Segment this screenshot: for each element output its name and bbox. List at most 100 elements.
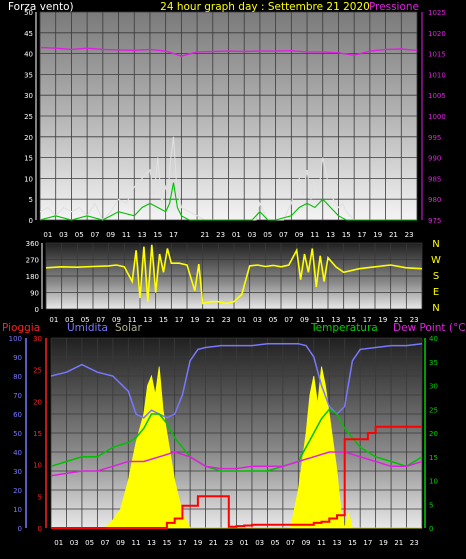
pressure-tick-label: 1000 <box>428 113 446 121</box>
x-tick-label: 23 <box>410 316 419 324</box>
rain-tick-label: 0 <box>38 525 42 533</box>
wind-direction-series <box>45 244 423 305</box>
y-tick-label: 40 <box>24 51 33 59</box>
x-tick-label: 13 <box>326 231 335 239</box>
humidity-tick-label: 50 <box>13 430 22 438</box>
dewpoint-legend: Dew Point (°C) <box>393 322 466 334</box>
humidity-tick-label: 100 <box>9 335 22 343</box>
x-tick-label: 17 <box>363 316 372 324</box>
y-tick-label: 25 <box>24 113 33 121</box>
rain-legend: Pioggia <box>2 322 40 334</box>
x-tick-label: 03 <box>70 539 79 547</box>
wind-direction-time-axis: 01 03 05 07 09 11 13 15 17 19 21 23 01 03 05 07 09 11 13 15… <box>49 316 418 324</box>
series-line-umidita <box>50 342 423 419</box>
wind-speed-axis: 0 5 10 15 20 25 30 35 40 45 50 <box>24 9 37 225</box>
x-tick-label: 19 <box>379 539 388 547</box>
humidity-tick-label: 60 <box>13 411 22 419</box>
humidity-axis: 0 10 20 30 40 50 60 70 80 90 100 <box>9 335 27 533</box>
series-line-temperatura <box>50 408 423 472</box>
x-tick-label: 13 <box>143 316 152 324</box>
x-tick-label: 15 <box>348 539 357 547</box>
x-tick-label: 17 <box>363 539 372 547</box>
wind-time-axis: 01 03 05 07 09 11 13 15 17 21 23 01 03 05 07 09 11 13 15 17… <box>43 231 413 239</box>
x-tick-label: 05 <box>271 539 280 547</box>
x-tick-label: 17 <box>169 231 178 239</box>
x-tick-label: 17 <box>178 539 187 547</box>
x-tick-label: 15 <box>347 316 356 324</box>
y-tick-label: 10 <box>24 175 33 183</box>
temperature-axis: 0 5 10 15 20 25 30 35 40 <box>424 335 438 533</box>
x-tick-label: 23 <box>224 539 233 547</box>
pressure-tick-label: 990 <box>428 155 441 163</box>
rain-tick-label: 25 <box>33 367 42 375</box>
chart-title: 24 hour graph day : Settembre 21 2020 <box>160 1 370 13</box>
humidity-tick-label: 40 <box>13 449 22 457</box>
compass-label: E <box>433 287 439 298</box>
compass-label: N <box>432 239 439 250</box>
pressure-tick-label: 995 <box>428 134 441 142</box>
y-tick-label: 20 <box>24 134 33 142</box>
climate-time-axis: 01 03 05 07 09 11 13 15 17 19 21 23 01 03 05 07 09 11 13 15… <box>54 539 418 547</box>
y-tick-label: 50 <box>24 9 33 17</box>
x-tick-label: 09 <box>112 316 121 324</box>
x-tick-label: 23 <box>405 231 414 239</box>
x-tick-label: 21 <box>206 316 215 324</box>
x-tick-label: 15 <box>159 316 168 324</box>
x-tick-label: 07 <box>286 539 295 547</box>
temperature-legend: Temperatura <box>310 322 378 334</box>
rain-axis: 0 5 10 15 20 25 30 <box>33 335 47 533</box>
x-tick-label: 11 <box>310 231 319 239</box>
x-tick-label: 07 <box>96 316 105 324</box>
series-line-0 <box>39 46 418 57</box>
pressure-tick-label: 975 <box>428 217 441 225</box>
pressure-tick-label: 980 <box>428 196 441 204</box>
wind-direction-axis: 360 270 180 90 0 <box>26 240 43 314</box>
y-tick-label: 35 <box>24 71 33 79</box>
direction-tick-label: 360 <box>26 240 39 248</box>
x-tick-label: 11 <box>316 316 325 324</box>
pressure-tick-label: 1015 <box>428 51 446 59</box>
solar-legend: Solar <box>115 322 142 334</box>
direction-tick-label: 0 <box>35 306 39 314</box>
x-tick-label: 13 <box>147 539 156 547</box>
pressure-tick-label: 1005 <box>428 92 446 100</box>
x-tick-label: 03 <box>253 316 262 324</box>
direction-tick-label: 90 <box>30 290 39 298</box>
x-tick-label: 21 <box>209 539 218 547</box>
x-tick-label: 19 <box>190 316 199 324</box>
direction-tick-label: 270 <box>26 257 39 265</box>
x-tick-label: 23 <box>222 316 231 324</box>
x-tick-label: 11 <box>132 539 141 547</box>
x-tick-label: 01 <box>237 316 246 324</box>
humidity-tick-label: 10 <box>13 506 22 514</box>
rain-tick-label: 5 <box>38 493 42 501</box>
humidity-tick-label: 30 <box>13 468 22 476</box>
y-tick-label: 5 <box>29 196 33 204</box>
pressure-axis-title: Pressione <box>369 1 419 13</box>
x-tick-label: 21 <box>394 316 403 324</box>
x-tick-label: 09 <box>295 231 304 239</box>
x-tick-label: 15 <box>162 539 171 547</box>
humidity-legend: Umidita <box>67 322 108 334</box>
x-tick-label: 01 <box>54 539 63 547</box>
x-tick-label: 11 <box>317 539 326 547</box>
x-tick-label: 13 <box>331 316 340 324</box>
temperature-tick-label: 25 <box>429 406 438 414</box>
x-tick-label: 17 <box>175 316 184 324</box>
series-line-dew-point <box>50 451 423 477</box>
x-tick-label: 01 <box>43 231 52 239</box>
x-tick-label: 05 <box>85 539 94 547</box>
compass-label: N <box>432 303 439 314</box>
solar-area <box>51 366 422 529</box>
pressure-tick-label: 1010 <box>428 71 446 79</box>
x-tick-label: 05 <box>75 231 84 239</box>
x-tick-label: 11 <box>122 231 131 239</box>
x-tick-label: 09 <box>302 539 311 547</box>
x-tick-label: 05 <box>269 316 278 324</box>
x-tick-label: 03 <box>65 316 74 324</box>
pressure-tick-label: 1020 <box>428 30 446 38</box>
x-tick-label: 05 <box>263 231 272 239</box>
